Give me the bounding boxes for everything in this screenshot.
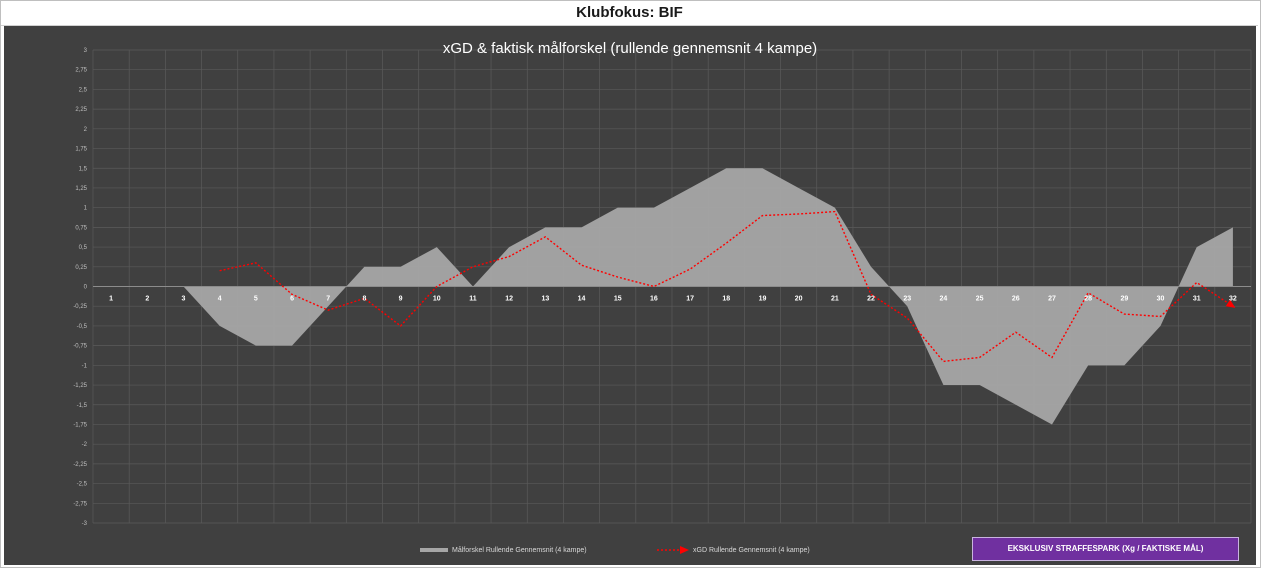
page-title: Klubfokus: BIF [1, 1, 1258, 26]
x-tick-label: 16 [650, 296, 658, 303]
y-tick-label: 3 [84, 48, 88, 54]
x-tick-label: 9 [399, 296, 403, 303]
xgd-line-arrow [1225, 299, 1236, 308]
x-tick-label: 25 [976, 296, 984, 303]
penalty-exclusion-badge[interactable]: EKSKLUSIV STRAFFESPARK (Xg / FAKTISKE MÅ… [972, 537, 1239, 561]
y-tick-label: -0,25 [73, 304, 87, 310]
x-tick-label: 8 [362, 296, 366, 303]
x-tick-label: 6 [290, 296, 294, 303]
legend-swatch-line [657, 546, 689, 555]
x-tick-label: 17 [686, 296, 694, 303]
x-tick-label: 11 [469, 296, 477, 303]
y-tick-label: 1 [84, 206, 88, 212]
y-tick-label: 0,5 [79, 245, 88, 251]
legend-item-goal-difference: Målforskel Rullende Gennemsnit (4 kampe) [420, 545, 587, 557]
x-tick-label: 13 [541, 296, 549, 303]
chart-area: 3 2,75 2,5 2,25 2 1,75 1,5 1,25 1 0,75 0,5 0,25 0 -0,… [4, 26, 1256, 565]
x-tick-label: 4 [218, 296, 222, 303]
y-tick-label: -2,25 [73, 462, 87, 468]
y-tick-label: -3 [82, 521, 88, 527]
y-tick-label: -2,5 [77, 482, 88, 488]
x-tick-label: 30 [1157, 296, 1165, 303]
y-tick-label: 2,25 [75, 107, 87, 113]
x-tick-label: 12 [505, 296, 513, 303]
x-tick-label: 24 [940, 296, 948, 303]
y-tick-label: 2,75 [75, 68, 87, 74]
chart-legend: Målforskel Rullende Gennemsnit (4 kampe)… [4, 539, 1256, 563]
x-tick-label: 20 [795, 296, 803, 303]
x-tick-label: 29 [1120, 296, 1128, 303]
y-tick-label: -1,5 [77, 403, 88, 409]
x-tick-label: 28 [1084, 296, 1092, 303]
x-tick-label: 32 [1229, 296, 1237, 303]
x-tick-label: 18 [722, 296, 730, 303]
x-tick-label: 5 [254, 296, 258, 303]
y-tick-label: 0,25 [75, 265, 87, 271]
y-tick-label: 1,25 [75, 186, 87, 192]
y-tick-label: 1,75 [75, 147, 87, 153]
x-tick-label: 19 [759, 296, 767, 303]
legend-item-xgd: xGD Rullende Gennemsnit (4 kampe) [656, 545, 810, 557]
x-tick-label: 15 [614, 296, 622, 303]
x-tick-label: 7 [326, 296, 330, 303]
chart-svg: 3 2,75 2,5 2,25 2 1,75 1,5 1,25 1 0,75 0,5 0,25 0 -0,… [73, 40, 1252, 527]
y-tick-label: -1,25 [73, 383, 87, 389]
x-tick-label: 1 [109, 296, 113, 303]
legend-label-goal-difference: Målforskel Rullende Gennemsnit (4 kampe) [452, 547, 587, 554]
x-tick-label: 31 [1193, 296, 1201, 303]
x-tick-label: 10 [433, 296, 441, 303]
xgd-line [219, 210, 1234, 363]
x-tick-label: 2 [145, 296, 149, 303]
y-tick-label: 2,5 [79, 87, 88, 93]
x-tick-label: 3 [182, 296, 186, 303]
legend-swatch-area [420, 548, 448, 553]
y-tick-label: -1 [82, 363, 88, 369]
y-tick-label: -0,5 [77, 324, 88, 330]
y-tick-label: -0,75 [73, 344, 87, 350]
y-tick-label: 2 [84, 127, 88, 133]
y-tick-label: 0 [84, 285, 88, 291]
chart-title: xGD & faktisk målforskel (rullende genne… [443, 40, 817, 57]
x-tick-label: 23 [903, 296, 911, 303]
y-tick-label: -2 [82, 442, 88, 448]
x-tick-label: 14 [578, 296, 586, 303]
y-tick-label: 1,5 [79, 166, 88, 172]
x-tick-label: 21 [831, 296, 839, 303]
x-tick-label: 27 [1048, 296, 1056, 303]
x-tick-label: 22 [867, 296, 875, 303]
y-tick-label: 0,75 [75, 225, 87, 231]
y-tick-label: -2,75 [73, 501, 87, 507]
legend-label-xgd: xGD Rullende Gennemsnit (4 kampe) [693, 547, 810, 554]
x-tick-label: 26 [1012, 296, 1020, 303]
y-tick-label: -1,75 [73, 422, 87, 428]
